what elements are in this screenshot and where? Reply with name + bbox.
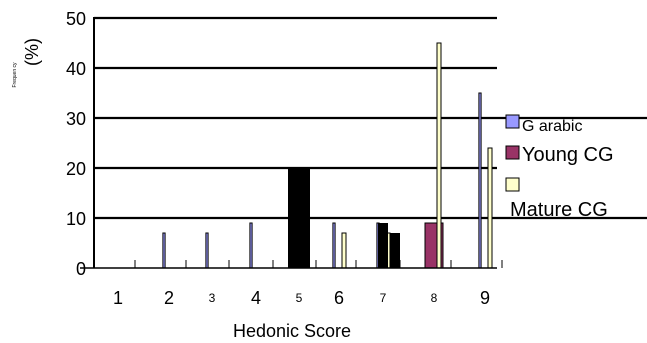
bar <box>205 232 209 269</box>
y-axis-label: (%) <box>22 38 42 66</box>
bar <box>487 147 493 269</box>
legend: G arabic Young CG Mature CG <box>505 114 614 221</box>
y-axis-small-label: Frequen cy <box>12 62 18 88</box>
bars <box>162 42 493 269</box>
y-tick-label: 10 <box>66 209 86 229</box>
bar <box>332 222 336 269</box>
bar-dark <box>288 168 310 268</box>
bar <box>478 92 482 269</box>
x-tick-label: 2 <box>164 288 174 308</box>
legend-swatch <box>505 177 520 192</box>
x-tick-label: 7 <box>380 291 387 305</box>
legend-label: Mature CG <box>510 199 608 221</box>
y-tick-label: 30 <box>66 109 86 129</box>
legend-label: G arabic <box>522 118 582 135</box>
y-tick-label: 50 <box>66 9 86 29</box>
bar <box>436 42 442 269</box>
y-tick-label: 20 <box>66 159 86 179</box>
y-tick-label: 0 <box>76 259 86 279</box>
gridlines <box>94 16 647 220</box>
y-tick-label: 40 <box>66 59 86 79</box>
bar-dark <box>390 233 400 268</box>
bar <box>249 222 253 269</box>
x-tick-label: 1 <box>113 288 123 308</box>
x-tick-label: 8 <box>431 291 438 305</box>
x-tick-labels: 1 2 3 4 5 6 7 8 9 <box>113 288 490 308</box>
axes <box>80 17 503 269</box>
legend-swatch <box>505 145 520 160</box>
x-tick-label: 9 <box>480 288 490 308</box>
x-tick-label: 5 <box>296 291 303 305</box>
x-tick-label: 3 <box>209 291 216 305</box>
bar <box>341 232 347 269</box>
bar <box>162 232 166 269</box>
x-axis-label: Hedonic Score <box>233 321 351 341</box>
x-tick-label: 4 <box>251 288 261 308</box>
x-tick-label: 6 <box>334 288 344 308</box>
legend-swatch <box>505 114 520 129</box>
legend-label: Young CG <box>522 144 614 166</box>
bar-dark <box>378 223 388 268</box>
y-tick-labels: 0 10 20 30 40 50 <box>66 9 86 279</box>
